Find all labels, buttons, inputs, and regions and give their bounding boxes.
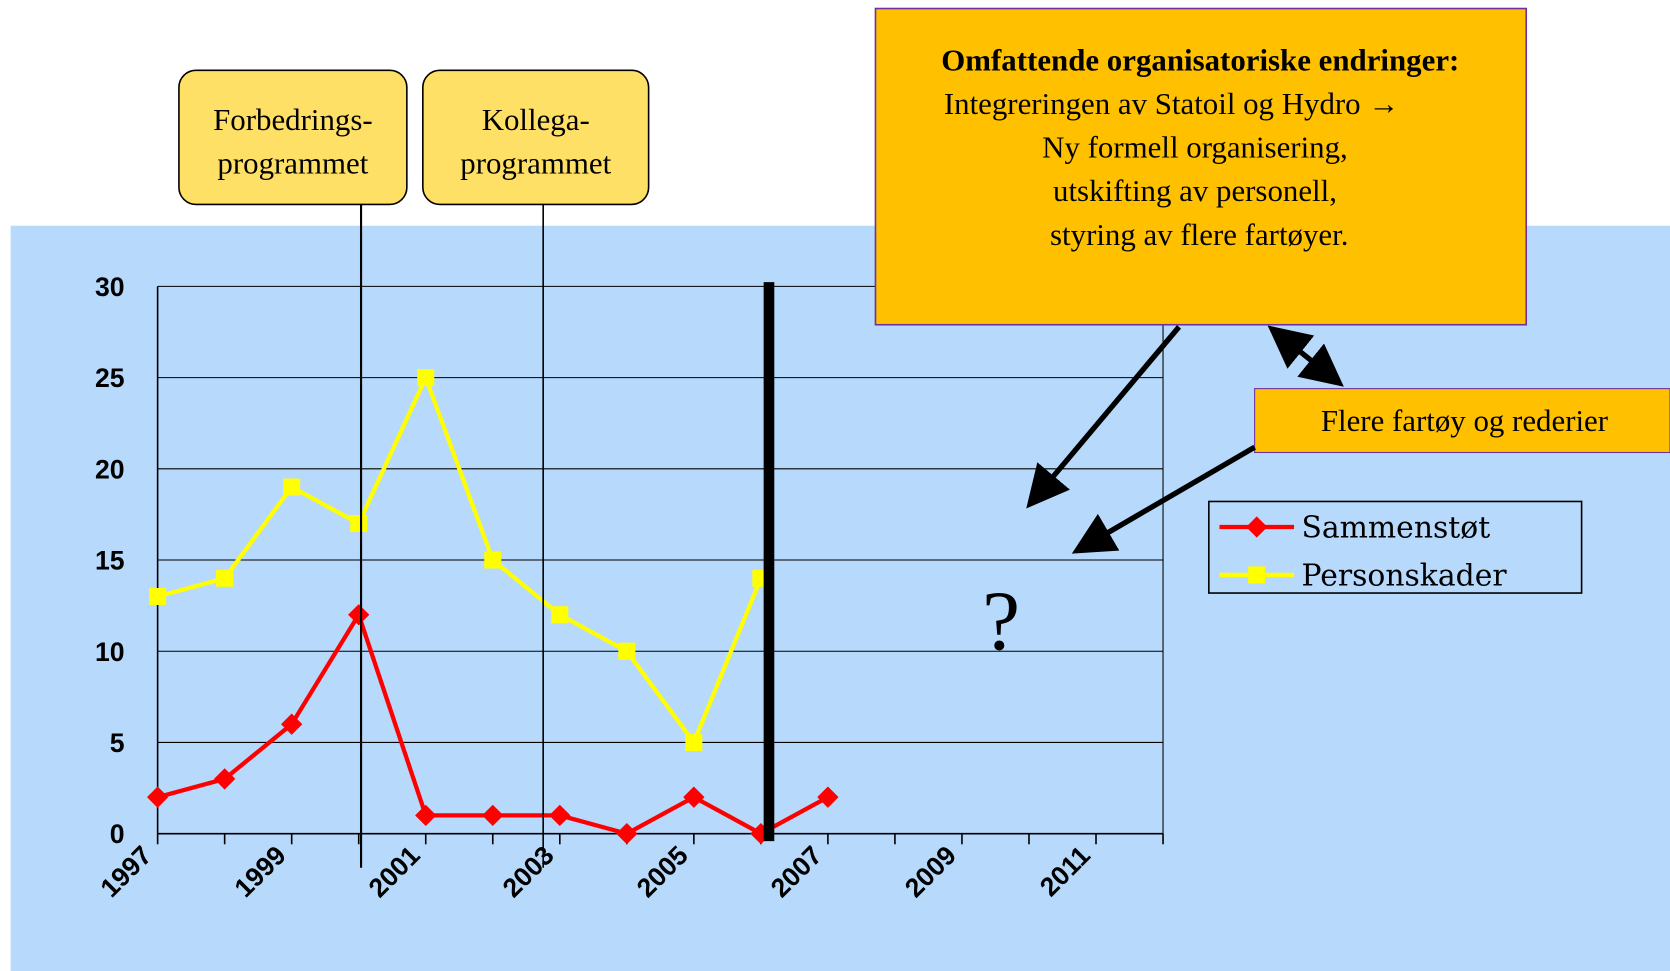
note: Ny formell organisering, <box>1042 130 1348 165</box>
panel <box>10 225 1670 971</box>
marker <box>417 369 435 387</box>
y-tick-label: 15 <box>95 546 125 576</box>
y-tick-label: 5 <box>110 728 125 758</box>
note-box <box>422 69 650 206</box>
marker <box>146 786 169 808</box>
question: ? <box>982 574 1020 668</box>
marker <box>817 786 839 808</box>
note: Forbedrings- <box>213 102 373 137</box>
marker <box>348 604 370 626</box>
note-box <box>178 69 408 206</box>
series-line <box>157 372 763 747</box>
note: Integreringen av Statoil og Hydro → <box>944 86 1399 121</box>
marker <box>549 804 571 827</box>
note: styring av flere fartøyer. <box>1050 217 1348 252</box>
note: programmet <box>217 146 368 181</box>
marker <box>685 733 703 751</box>
note: utskifting av personell, <box>1053 173 1337 208</box>
marker <box>283 478 301 496</box>
marker <box>484 551 502 569</box>
marker <box>683 786 705 808</box>
marker <box>281 713 303 735</box>
marker <box>482 804 504 827</box>
marker <box>415 804 437 827</box>
marker <box>1248 566 1266 584</box>
y-tick-label: 20 <box>95 454 125 484</box>
note: Flere fartøy og rederier <box>1321 403 1609 438</box>
note-box <box>1254 388 1670 454</box>
marker <box>350 515 368 533</box>
arrow <box>1267 325 1344 387</box>
y-tick-label: 0 <box>110 819 125 849</box>
note: Omfattende organisatoriske endringer: <box>941 42 1459 77</box>
legend <box>1208 500 1583 594</box>
marker <box>149 587 167 606</box>
y-tick-label: 30 <box>95 272 125 302</box>
marker <box>216 569 234 587</box>
arrow <box>1026 325 1182 509</box>
legend-label: Sammenstøt <box>1301 511 1490 546</box>
note: programmet <box>460 146 611 181</box>
arrow <box>1071 444 1256 554</box>
note: Kollega- <box>482 102 590 137</box>
y-tick-label: 25 <box>95 363 125 393</box>
marker <box>551 606 569 624</box>
y-tick-label: 10 <box>95 637 125 667</box>
marker <box>618 642 636 660</box>
marker <box>214 768 236 790</box>
marker <box>616 823 638 845</box>
legend-label: Personskader <box>1301 559 1507 594</box>
note-box <box>874 7 1528 326</box>
marker <box>1246 516 1268 538</box>
